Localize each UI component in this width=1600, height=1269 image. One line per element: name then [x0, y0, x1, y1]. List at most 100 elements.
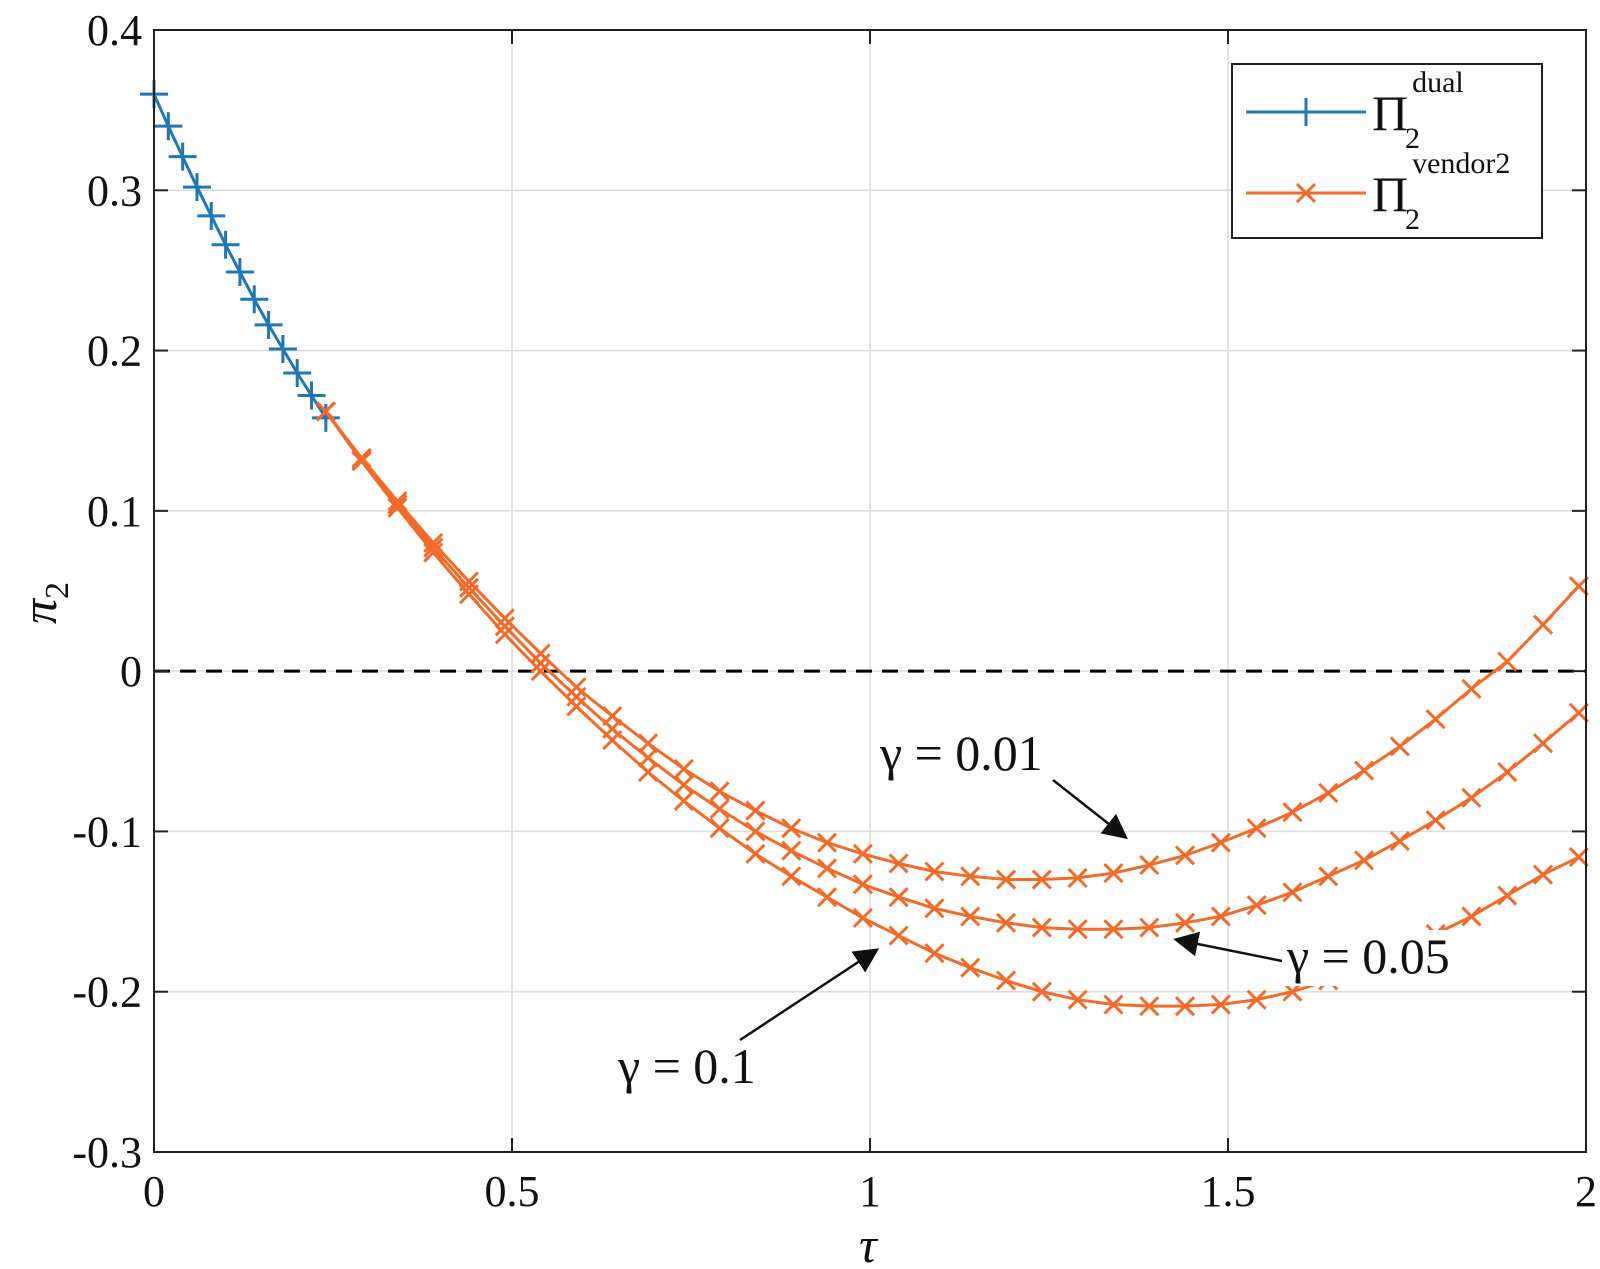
annotation-gamma-005-backdrop — [1279, 930, 1459, 986]
legend-label-vendor2-subscript: 2 — [1405, 203, 1420, 236]
data-point-cross — [530, 653, 551, 674]
data-point-cross — [1139, 855, 1160, 876]
annotation-arrow-gamma-001 — [1052, 779, 1128, 840]
legend-marker-dual — [1292, 98, 1320, 126]
series-line — [152, 93, 328, 419]
data-point-cross — [566, 677, 587, 698]
data-point-cross — [1067, 867, 1088, 888]
x-tick-label: 1 — [859, 1167, 881, 1216]
y-axis-title: π2 — [11, 582, 76, 624]
data-point-cross — [637, 733, 659, 754]
data-point-cross — [1353, 850, 1375, 871]
y-axis-title-main: π — [11, 597, 67, 624]
data-point-cross — [781, 818, 802, 839]
series-line — [324, 410, 1580, 1008]
data-point-cross — [1353, 760, 1375, 781]
data-point-cross — [637, 762, 659, 783]
data-point-cross — [566, 686, 587, 707]
data-point-cross — [781, 840, 802, 861]
data-point-cross — [960, 957, 981, 978]
data-point-cross — [1497, 762, 1518, 783]
data-point-cross — [745, 843, 766, 864]
data-point-cross — [1139, 917, 1160, 938]
y-tick-label: 0.2 — [87, 327, 142, 376]
data-point-cross — [351, 451, 372, 472]
data-point-cross — [602, 730, 623, 751]
annotation-arrow-gamma-01 — [739, 948, 880, 1042]
data-point-cross — [1497, 885, 1518, 906]
data-point-cross — [995, 912, 1017, 933]
y-tick-label: 0.3 — [87, 166, 142, 215]
data-point-cross — [1389, 830, 1410, 852]
data-point-cross — [1246, 895, 1267, 916]
data-point-cross — [1246, 818, 1267, 839]
annotation-gamma-001: γ = 0.01 — [879, 725, 1043, 781]
data-point-cross — [1461, 678, 1482, 699]
data-point-plus — [268, 334, 297, 363]
data-point-cross — [1031, 917, 1052, 938]
y-tick-label: -0.2 — [72, 968, 142, 1017]
series-1 — [315, 401, 1589, 890]
data-point-cross — [494, 608, 515, 629]
data-point-cross — [745, 800, 766, 821]
data-point-cross — [1103, 919, 1124, 940]
annotation-gamma-005: γ = 0.05 — [1286, 928, 1450, 984]
data-point-plus — [311, 403, 340, 432]
data-point-cross — [960, 866, 981, 887]
data-point-cross — [745, 821, 766, 842]
data-point-cross — [566, 696, 587, 717]
data-point-cross — [888, 853, 909, 874]
data-point-cross — [1282, 882, 1303, 903]
data-point-cross — [530, 643, 551, 664]
data-point-cross — [1174, 912, 1196, 933]
data-point-cross — [1532, 733, 1554, 754]
x-axis-tick-labels: 0 0.5 1 1.5 2 — [143, 1167, 1597, 1216]
data-point-cross — [1497, 651, 1518, 672]
data-point-cross — [995, 869, 1017, 890]
data-point-cross — [1389, 736, 1410, 757]
data-point-cross — [387, 497, 408, 518]
data-point-cross — [1174, 996, 1196, 1017]
series-3 — [315, 401, 1589, 1017]
data-point-cross — [423, 542, 444, 563]
data-point-plus — [182, 173, 211, 202]
data-point-cross — [1318, 866, 1339, 887]
data-point-cross — [888, 887, 909, 908]
data-point-cross — [1425, 810, 1446, 831]
data-point-cross — [1568, 847, 1589, 868]
data-point-cross — [1103, 863, 1124, 884]
series-2 — [315, 401, 1589, 940]
data-point-cross — [1318, 782, 1339, 804]
data-point-cross — [673, 758, 694, 779]
series-0 — [140, 80, 340, 432]
x-tick-label: 0.5 — [485, 1167, 540, 1216]
legend-label-dual: Πdual — [1372, 66, 1464, 141]
data-point-cross — [816, 832, 838, 853]
legend-label-dual-subscript: 2 — [1405, 122, 1420, 155]
data-point-cross — [888, 925, 909, 946]
data-point-cross — [816, 887, 838, 908]
x-tick-label: 1.5 — [1201, 1167, 1256, 1216]
data-point-cross — [1532, 864, 1554, 885]
data-point-plus — [168, 142, 197, 171]
annotations: γ = 0.01 γ = 0.05 γ = 0.1 — [617, 725, 1459, 1094]
svg-text:π2: π2 — [11, 582, 76, 624]
data-point-cross — [1568, 702, 1589, 723]
data-point-cross — [709, 818, 730, 839]
data-point-cross — [924, 861, 945, 882]
data-point-cross — [960, 906, 981, 927]
y-axis-tick-labels: -0.3 -0.2 -0.1 0 0.1 0.2 0.3 0.4 — [72, 6, 142, 1177]
y-axis-title-subscript: 2 — [39, 582, 76, 599]
data-point-cross — [709, 798, 730, 820]
data-point-cross — [673, 790, 694, 812]
data-point-cross — [1532, 614, 1554, 635]
annotation-gamma-01: γ = 0.1 — [617, 1038, 756, 1094]
data-point-cross — [924, 943, 945, 964]
data-point-cross — [852, 907, 873, 929]
data-point-plus — [283, 359, 312, 388]
legend-box — [1231, 63, 1543, 239]
data-point-cross — [1210, 906, 1231, 927]
data-point-cross — [1461, 906, 1482, 927]
data-point-cross — [1246, 989, 1267, 1010]
